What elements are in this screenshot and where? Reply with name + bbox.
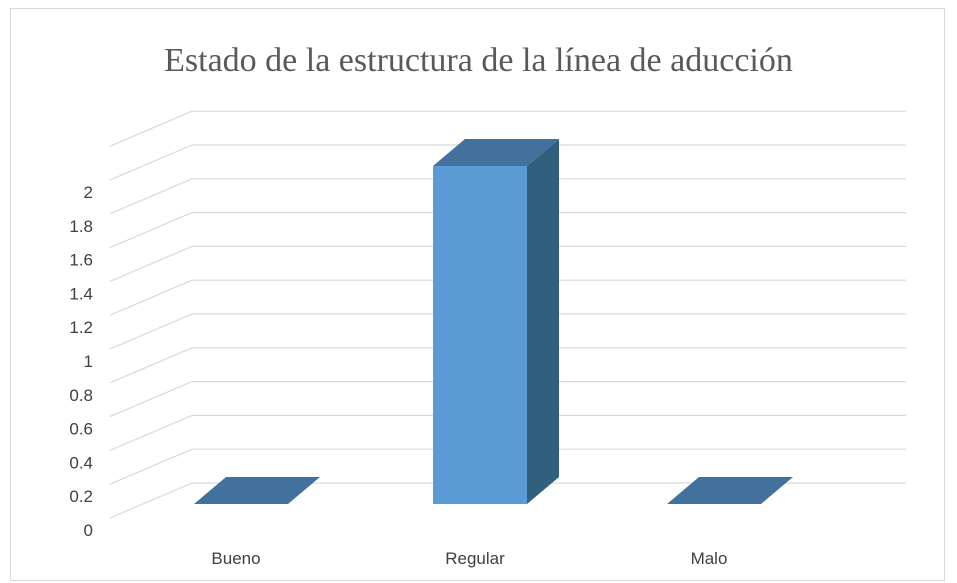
gridline-side	[109, 448, 193, 485]
bar-side-face	[527, 139, 559, 504]
gridline-side	[109, 279, 193, 316]
bar-regular	[433, 139, 559, 504]
chart-title: Estado de la estructura de la línea de a…	[164, 42, 793, 79]
y-tick-label: 0	[84, 521, 93, 540]
x-category-label: Malo	[691, 549, 728, 568]
bar-top-face	[667, 477, 793, 504]
bar-front-face	[433, 166, 527, 504]
gridline-side	[109, 313, 193, 350]
gridline-side	[109, 347, 193, 384]
y-tick-label: 1.2	[69, 318, 93, 337]
y-tick-label: 1.6	[69, 251, 93, 270]
y-tick-label: 2	[84, 183, 93, 202]
y-tick-label: 0.2	[69, 487, 93, 506]
y-tick-label: 1.4	[69, 284, 93, 303]
y-axis-tick-labels: 0 0.2 0.4 0.6 0.8 1 1.2 1.4 1.6 1.8 2	[69, 183, 93, 540]
bar-bueno	[194, 477, 320, 504]
x-category-label: Regular	[445, 549, 505, 568]
y-tick-label: 0.6	[69, 420, 93, 439]
gridline-side	[109, 212, 193, 249]
y-tick-label: 1	[84, 352, 93, 371]
gridline-side	[109, 144, 193, 181]
x-axis-category-labels: Bueno Regular Malo	[211, 549, 727, 568]
y-tick-label: 0.4	[69, 453, 93, 472]
gridline-side	[109, 178, 193, 215]
y-tick-label: 0.8	[69, 386, 93, 405]
gridline-side	[109, 381, 193, 418]
bars	[194, 139, 793, 504]
gridline-side	[109, 414, 193, 451]
bar-top-face	[194, 477, 320, 504]
gridline-side	[109, 110, 193, 147]
gridline-side	[109, 245, 193, 282]
bar-top-face	[433, 139, 559, 166]
y-tick-label: 1.8	[69, 217, 93, 236]
bar-malo	[667, 477, 793, 504]
x-category-label: Bueno	[211, 549, 260, 568]
gridline-side	[109, 482, 193, 519]
